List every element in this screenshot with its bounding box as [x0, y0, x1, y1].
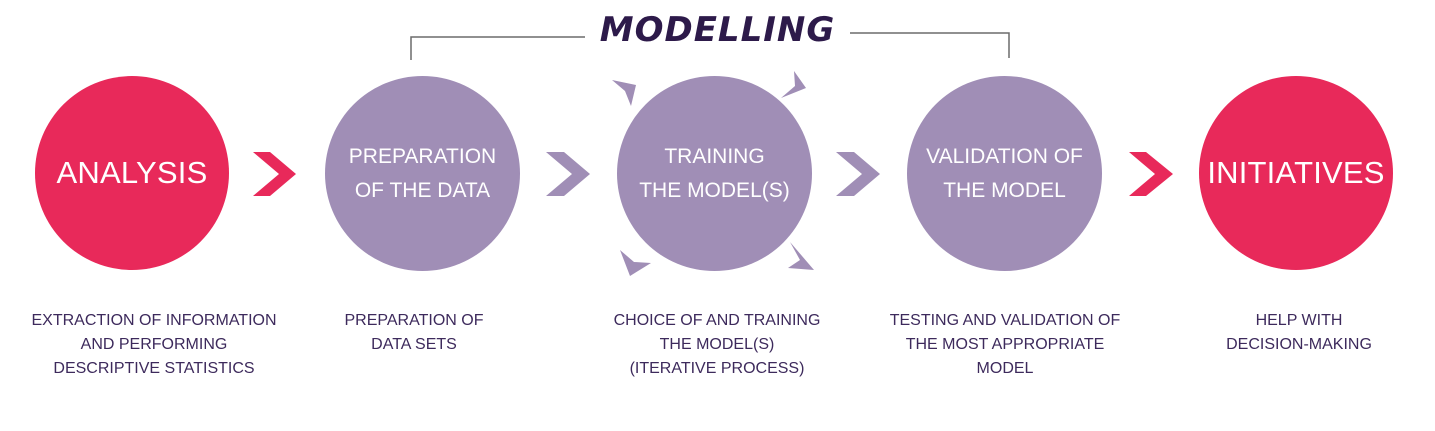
step-circle-training: TRAINING THE MODEL(S)	[617, 76, 812, 271]
step-description-training-line-2: THE MODEL(S)	[659, 336, 775, 353]
modelling-bracket-right	[850, 32, 1010, 58]
step-description-validation-line-2: THE MOST APPROPRIATE	[905, 336, 1105, 353]
chevron-right-icon-2	[546, 152, 590, 196]
step-description-initiatives: HELP WITH DECISION-MAKING	[1149, 309, 1435, 357]
iteration-arrow-bottom-right-icon	[788, 242, 814, 270]
step-description-preparation: PREPARATION OF DATA SETS	[264, 309, 564, 357]
step-description-initiatives-line-1: HELP WITH	[1255, 312, 1343, 329]
step-circle-validation-line-1: VALIDATION OF	[926, 144, 1083, 168]
step-circle-analysis-label: ANALYSIS	[56, 155, 208, 190]
iteration-arrow-top-right-icon	[781, 71, 806, 98]
step-description-analysis-line-1: EXTRACTION OF INFORMATION	[31, 312, 277, 329]
step-circle-validation: VALIDATION OF THE MODEL	[907, 76, 1102, 271]
chevron-right-icon-3	[836, 152, 880, 196]
modelling-bracket	[410, 32, 1010, 60]
iteration-arrow-bottom-left-icon	[620, 250, 651, 276]
step-description-training-line-3: (ITERATIVE PROCESS)	[629, 360, 805, 377]
step-description-analysis-line-2: AND PERFORMING	[80, 336, 228, 353]
step-circle-training-line-1: TRAINING	[664, 144, 765, 168]
step-circle-preparation-line-2: OF THE DATA	[354, 178, 491, 202]
step-circle-analysis: ANALYSIS	[35, 76, 229, 270]
modelling-bracket-left	[410, 36, 585, 60]
step-circle-initiatives: INITIATIVES	[1199, 76, 1393, 270]
chevron-right-icon-1	[253, 152, 296, 196]
step-description-preparation-line-1: PREPARATION OF	[344, 312, 484, 329]
step-description-training-line-1: CHOICE OF AND TRAINING	[613, 312, 821, 329]
chevron-right-icon-4	[1129, 152, 1173, 196]
step-circle-initiatives-label: INITIATIVES	[1207, 155, 1385, 190]
step-circle-preparation: PREPARATION OF THE DATA	[325, 76, 520, 271]
step-circle-validation-line-2: THE MODEL	[943, 178, 1066, 202]
step-description-analysis-line-3: DESCRIPTIVE STATISTICS	[53, 360, 255, 377]
step-description-analysis: EXTRACTION OF INFORMATION AND PERFORMING…	[4, 309, 304, 381]
modelling-title: MODELLING	[599, 10, 836, 50]
step-description-training: CHOICE OF AND TRAINING THE MODEL(S) (ITE…	[567, 309, 867, 381]
step-description-validation-line-3: MODEL	[976, 360, 1034, 377]
step-description-initiatives-line-2: DECISION-MAKING	[1226, 336, 1372, 353]
step-description-preparation-line-2: DATA SETS	[371, 336, 457, 353]
iteration-arrow-top-left-icon	[612, 80, 636, 106]
step-description-validation: TESTING AND VALIDATION OF THE MOST APPRO…	[855, 309, 1155, 381]
step-circle-preparation-line-1: PREPARATION	[348, 144, 497, 168]
step-description-validation-line-1: TESTING AND VALIDATION OF	[889, 312, 1121, 329]
step-circle-training-line-2: THE MODEL(S)	[639, 178, 790, 202]
